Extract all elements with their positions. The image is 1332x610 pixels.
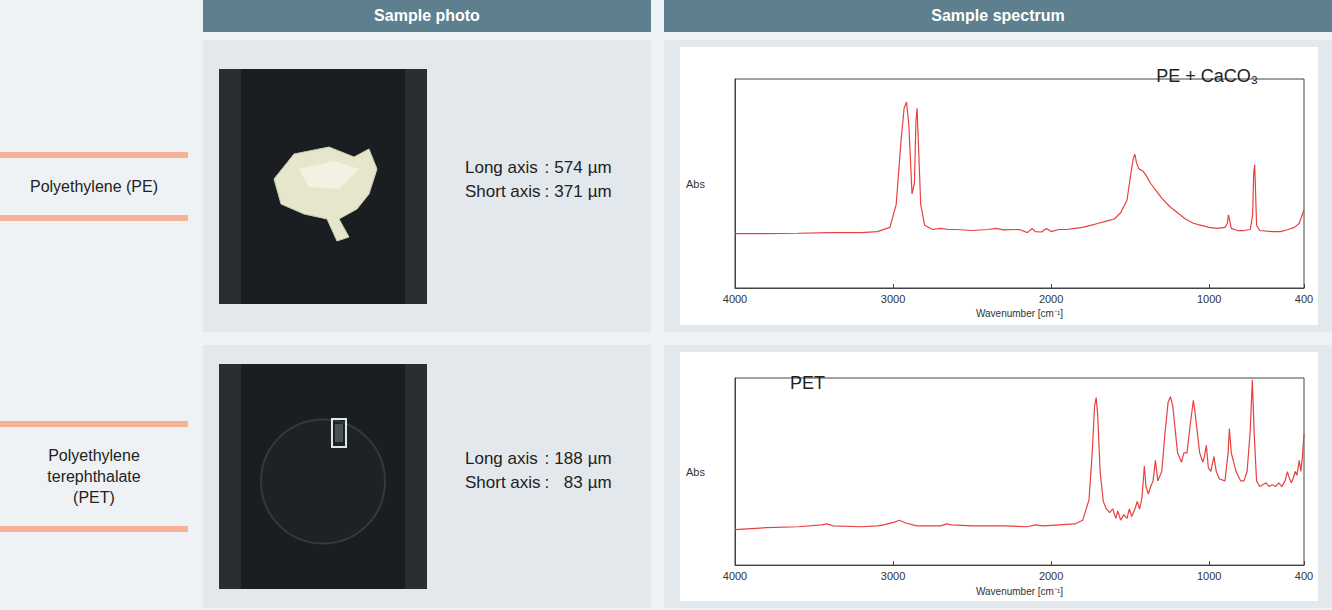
html-text:Polyethylene terephthalate (PE: Polyethylene terephthalate (PET) <box>47 447 141 506</box>
html-text:Sample photo: Sample photo <box>374 7 480 24</box>
html-text:Polyethylene (PE): Polyethylene (PE) <box>30 177 158 195</box>
html-text:Short axis : 371 µm: Short axis : 371 µm <box>465 182 612 201</box>
svg-text:1000: 1000 <box>1197 293 1221 305</box>
svg-text:Abs: Abs <box>686 178 705 190</box>
svg-text:Wavenumber [cm⁻¹]: Wavenumber [cm⁻¹] <box>976 308 1063 319</box>
html-text:83 µm: 83 µm <box>563 473 612 492</box>
svg-text:4000: 4000 <box>723 293 747 305</box>
svg-text:400: 400 <box>1295 293 1313 305</box>
svg-text:PE + CaCO₃: PE + CaCO₃ <box>1156 66 1258 86</box>
svg-text:1000: 1000 <box>1197 570 1221 582</box>
svg-text:3000: 3000 <box>881 570 905 582</box>
svg-text:2000: 2000 <box>1039 293 1063 305</box>
svg-text:2000: 2000 <box>1039 570 1063 582</box>
html-text:Long axis : 574 µm: Long axis : 574 µm <box>465 158 612 177</box>
svg-text:Wavenumber [cm⁻¹]: Wavenumber [cm⁻¹] <box>976 586 1063 597</box>
svg-text:Abs: Abs <box>686 466 705 478</box>
svg-text:3000: 3000 <box>881 293 905 305</box>
html-text:Short axis :: Short axis : <box>465 473 550 492</box>
svg-text:4000: 4000 <box>723 570 747 582</box>
html-text:Long axis : 188 µm: Long axis : 188 µm <box>465 449 612 468</box>
svg-text:PET: PET <box>790 373 825 393</box>
svg-text:400: 400 <box>1295 570 1313 582</box>
html-text:Sample spectrum: Sample spectrum <box>931 7 1065 24</box>
